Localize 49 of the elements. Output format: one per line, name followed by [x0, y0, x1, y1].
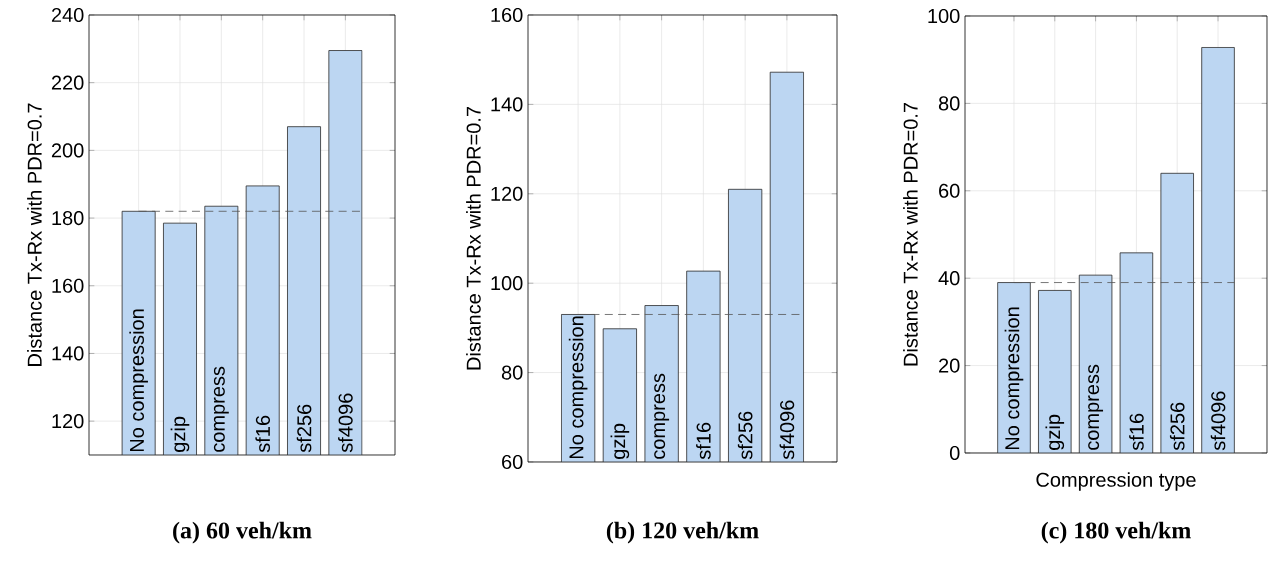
bar	[1201, 47, 1235, 453]
bar	[1119, 252, 1154, 453]
category-label: gzip	[610, 423, 630, 459]
y-tick-label: 120	[52, 414, 84, 429]
category-label: sf16	[255, 415, 271, 453]
y-axis-title: Distance Tx-Rx with PDR=0.7	[903, 102, 918, 366]
y-tick-label: 100	[491, 276, 523, 291]
y-tick-label: 80	[938, 96, 960, 111]
y-tick-label: 200	[51, 143, 84, 158]
y-tick-label: 120	[491, 186, 523, 201]
y-tick-label: 100	[928, 8, 960, 24]
y-tick-label: 80	[501, 365, 523, 380]
bar	[1160, 172, 1194, 453]
category-label: compress	[654, 373, 670, 459]
category-label: gzip	[170, 416, 190, 452]
category-label: No compression	[1004, 307, 1024, 450]
y-tick-label: 160	[52, 278, 84, 293]
bar	[1038, 290, 1072, 453]
category-label: compress	[213, 366, 229, 452]
category-label: compress	[1088, 364, 1104, 450]
category-label: No compression	[568, 316, 588, 459]
y-tick-label: 40	[938, 271, 960, 286]
bar	[1078, 274, 1113, 453]
y-tick-label: 240	[51, 7, 84, 23]
text: (b) 120 veh/km	[606, 521, 759, 544]
y-tick-label: 160	[491, 7, 523, 23]
y-tick-label: 140	[52, 346, 84, 361]
category-label: sf16	[1129, 413, 1144, 451]
category-label: sf4096	[338, 393, 353, 453]
category-label: sf4096	[1210, 391, 1226, 451]
y-axis-title: Distance Tx-Rx with PDR=0.7	[466, 106, 481, 370]
y-tick-label: 0	[949, 445, 960, 461]
y-tick-label: 20	[939, 358, 960, 373]
y-tick-label: 140	[491, 97, 523, 112]
text: (c) 180 veh/km	[1041, 521, 1191, 544]
y-axis-title: Distance Tx-Rx with PDR=0.7	[27, 103, 42, 366]
category-label: sf16	[696, 422, 711, 460]
y-tick-label: 180	[52, 210, 84, 226]
y-tick-label: 220	[51, 75, 84, 90]
category-label: No compression	[129, 309, 148, 452]
category-label: sf256	[296, 404, 312, 453]
category-label: sf4096	[779, 400, 795, 460]
text: (a) 60 veh/km	[173, 521, 312, 544]
y-tick-label: 60	[502, 454, 523, 470]
category-label: sf256	[1169, 402, 1185, 451]
x-axis-title: Compression type	[1036, 472, 1196, 491]
category-label: sf256	[737, 411, 753, 460]
y-tick-label: 60	[939, 183, 960, 198]
category-label: gzip	[1045, 414, 1065, 450]
